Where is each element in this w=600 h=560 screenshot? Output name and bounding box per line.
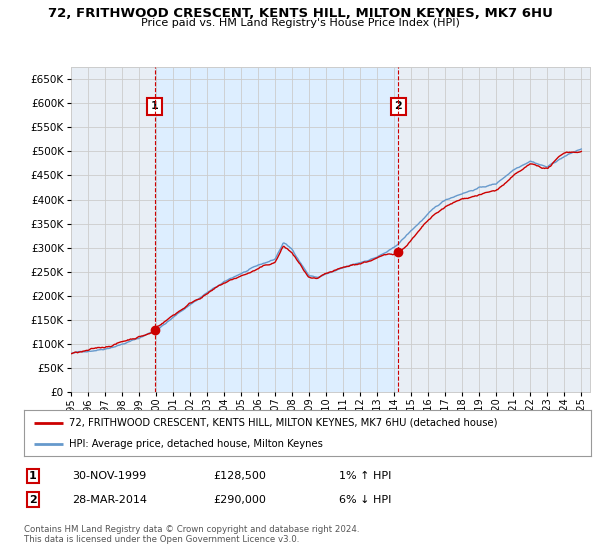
Bar xyxy=(155,67,398,392)
Text: HPI: Average price, detached house, Milton Keynes: HPI: Average price, detached house, Milt… xyxy=(70,439,323,449)
Text: 1% ↑ HPI: 1% ↑ HPI xyxy=(339,471,391,481)
Text: Price paid vs. HM Land Registry's House Price Index (HPI): Price paid vs. HM Land Registry's House … xyxy=(140,18,460,29)
Text: 28-MAR-2014: 28-MAR-2014 xyxy=(72,494,147,505)
Text: This data is licensed under the Open Government Licence v3.0.: This data is licensed under the Open Gov… xyxy=(24,535,299,544)
Text: 72, FRITHWOOD CRESCENT, KENTS HILL, MILTON KEYNES, MK7 6HU (detached house): 72, FRITHWOOD CRESCENT, KENTS HILL, MILT… xyxy=(70,418,498,428)
Text: £128,500: £128,500 xyxy=(213,471,266,481)
Text: 1: 1 xyxy=(29,471,37,481)
Text: 1: 1 xyxy=(151,101,158,111)
Text: £290,000: £290,000 xyxy=(213,494,266,505)
Text: Contains HM Land Registry data © Crown copyright and database right 2024.: Contains HM Land Registry data © Crown c… xyxy=(24,525,359,534)
Text: 2: 2 xyxy=(29,494,37,505)
Text: 6% ↓ HPI: 6% ↓ HPI xyxy=(339,494,391,505)
Text: 30-NOV-1999: 30-NOV-1999 xyxy=(72,471,146,481)
Text: 2: 2 xyxy=(394,101,402,111)
Text: 72, FRITHWOOD CRESCENT, KENTS HILL, MILTON KEYNES, MK7 6HU: 72, FRITHWOOD CRESCENT, KENTS HILL, MILT… xyxy=(47,7,553,20)
